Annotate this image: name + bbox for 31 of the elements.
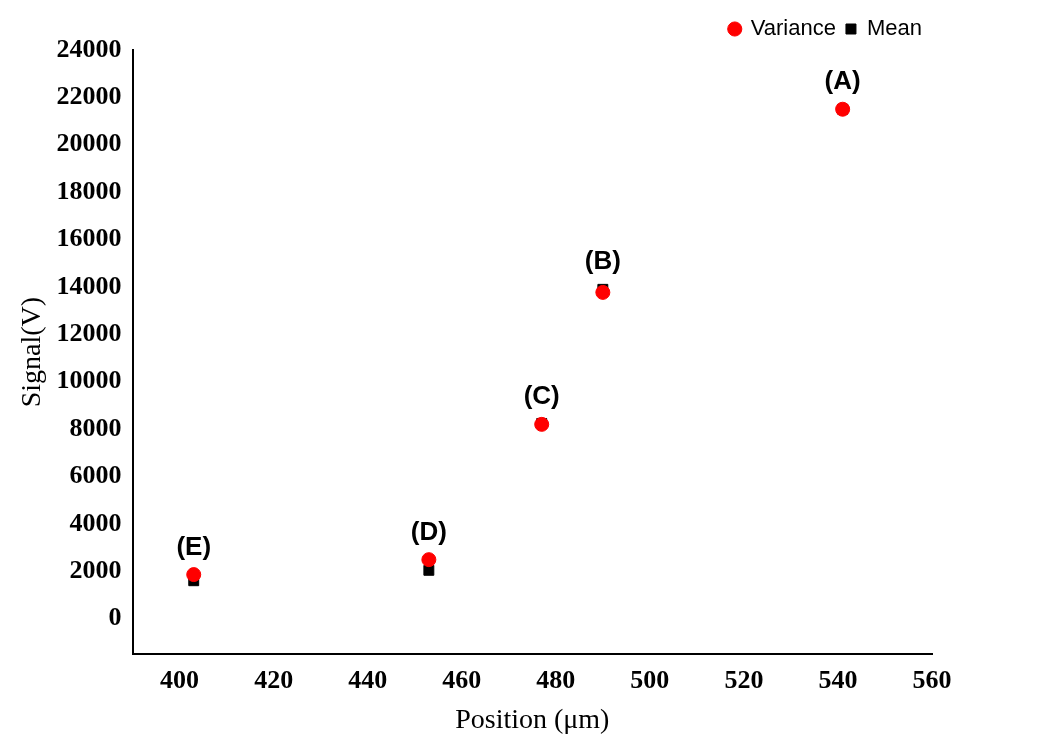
y-tick-label: 24000: [56, 33, 122, 63]
annotation: (D): [410, 515, 447, 546]
x-tick-label: 560: [912, 664, 952, 694]
annotation: (B): [584, 245, 621, 276]
y-tick-label: 0: [108, 602, 122, 632]
annotation: (C): [523, 379, 560, 410]
y-tick-label: 14000: [56, 270, 122, 300]
x-tick-label: 500: [630, 664, 670, 694]
y-tick-label: 22000: [56, 81, 122, 111]
legend-label: Mean: [866, 15, 923, 41]
x-tick-label: 420: [254, 664, 294, 694]
x-tick-label: 440: [348, 664, 388, 694]
annotation: (E): [176, 530, 212, 561]
y-tick-label: 8000: [69, 412, 122, 442]
y-tick-label: 16000: [56, 223, 122, 253]
y-axis-title: Signal(V): [15, 296, 47, 408]
x-axis-title: Position (μm): [455, 702, 610, 734]
y-tick-label: 18000: [56, 175, 122, 205]
legend-label: Variance: [750, 15, 836, 41]
x-tick-label: 460: [442, 664, 482, 694]
y-tick-label: 12000: [56, 318, 122, 348]
y-tick-label: 10000: [56, 365, 122, 395]
y-tick-label: 4000: [69, 507, 122, 537]
y-tick-label: 6000: [69, 460, 122, 490]
x-tick-label: 400: [160, 664, 200, 694]
annotation: (A): [824, 65, 861, 96]
x-tick-label: 520: [724, 664, 764, 694]
x-tick-label: 540: [818, 664, 858, 694]
x-tick-label: 480: [536, 664, 576, 694]
y-tick-label: 20000: [56, 128, 122, 158]
y-tick-label: 2000: [69, 554, 122, 584]
